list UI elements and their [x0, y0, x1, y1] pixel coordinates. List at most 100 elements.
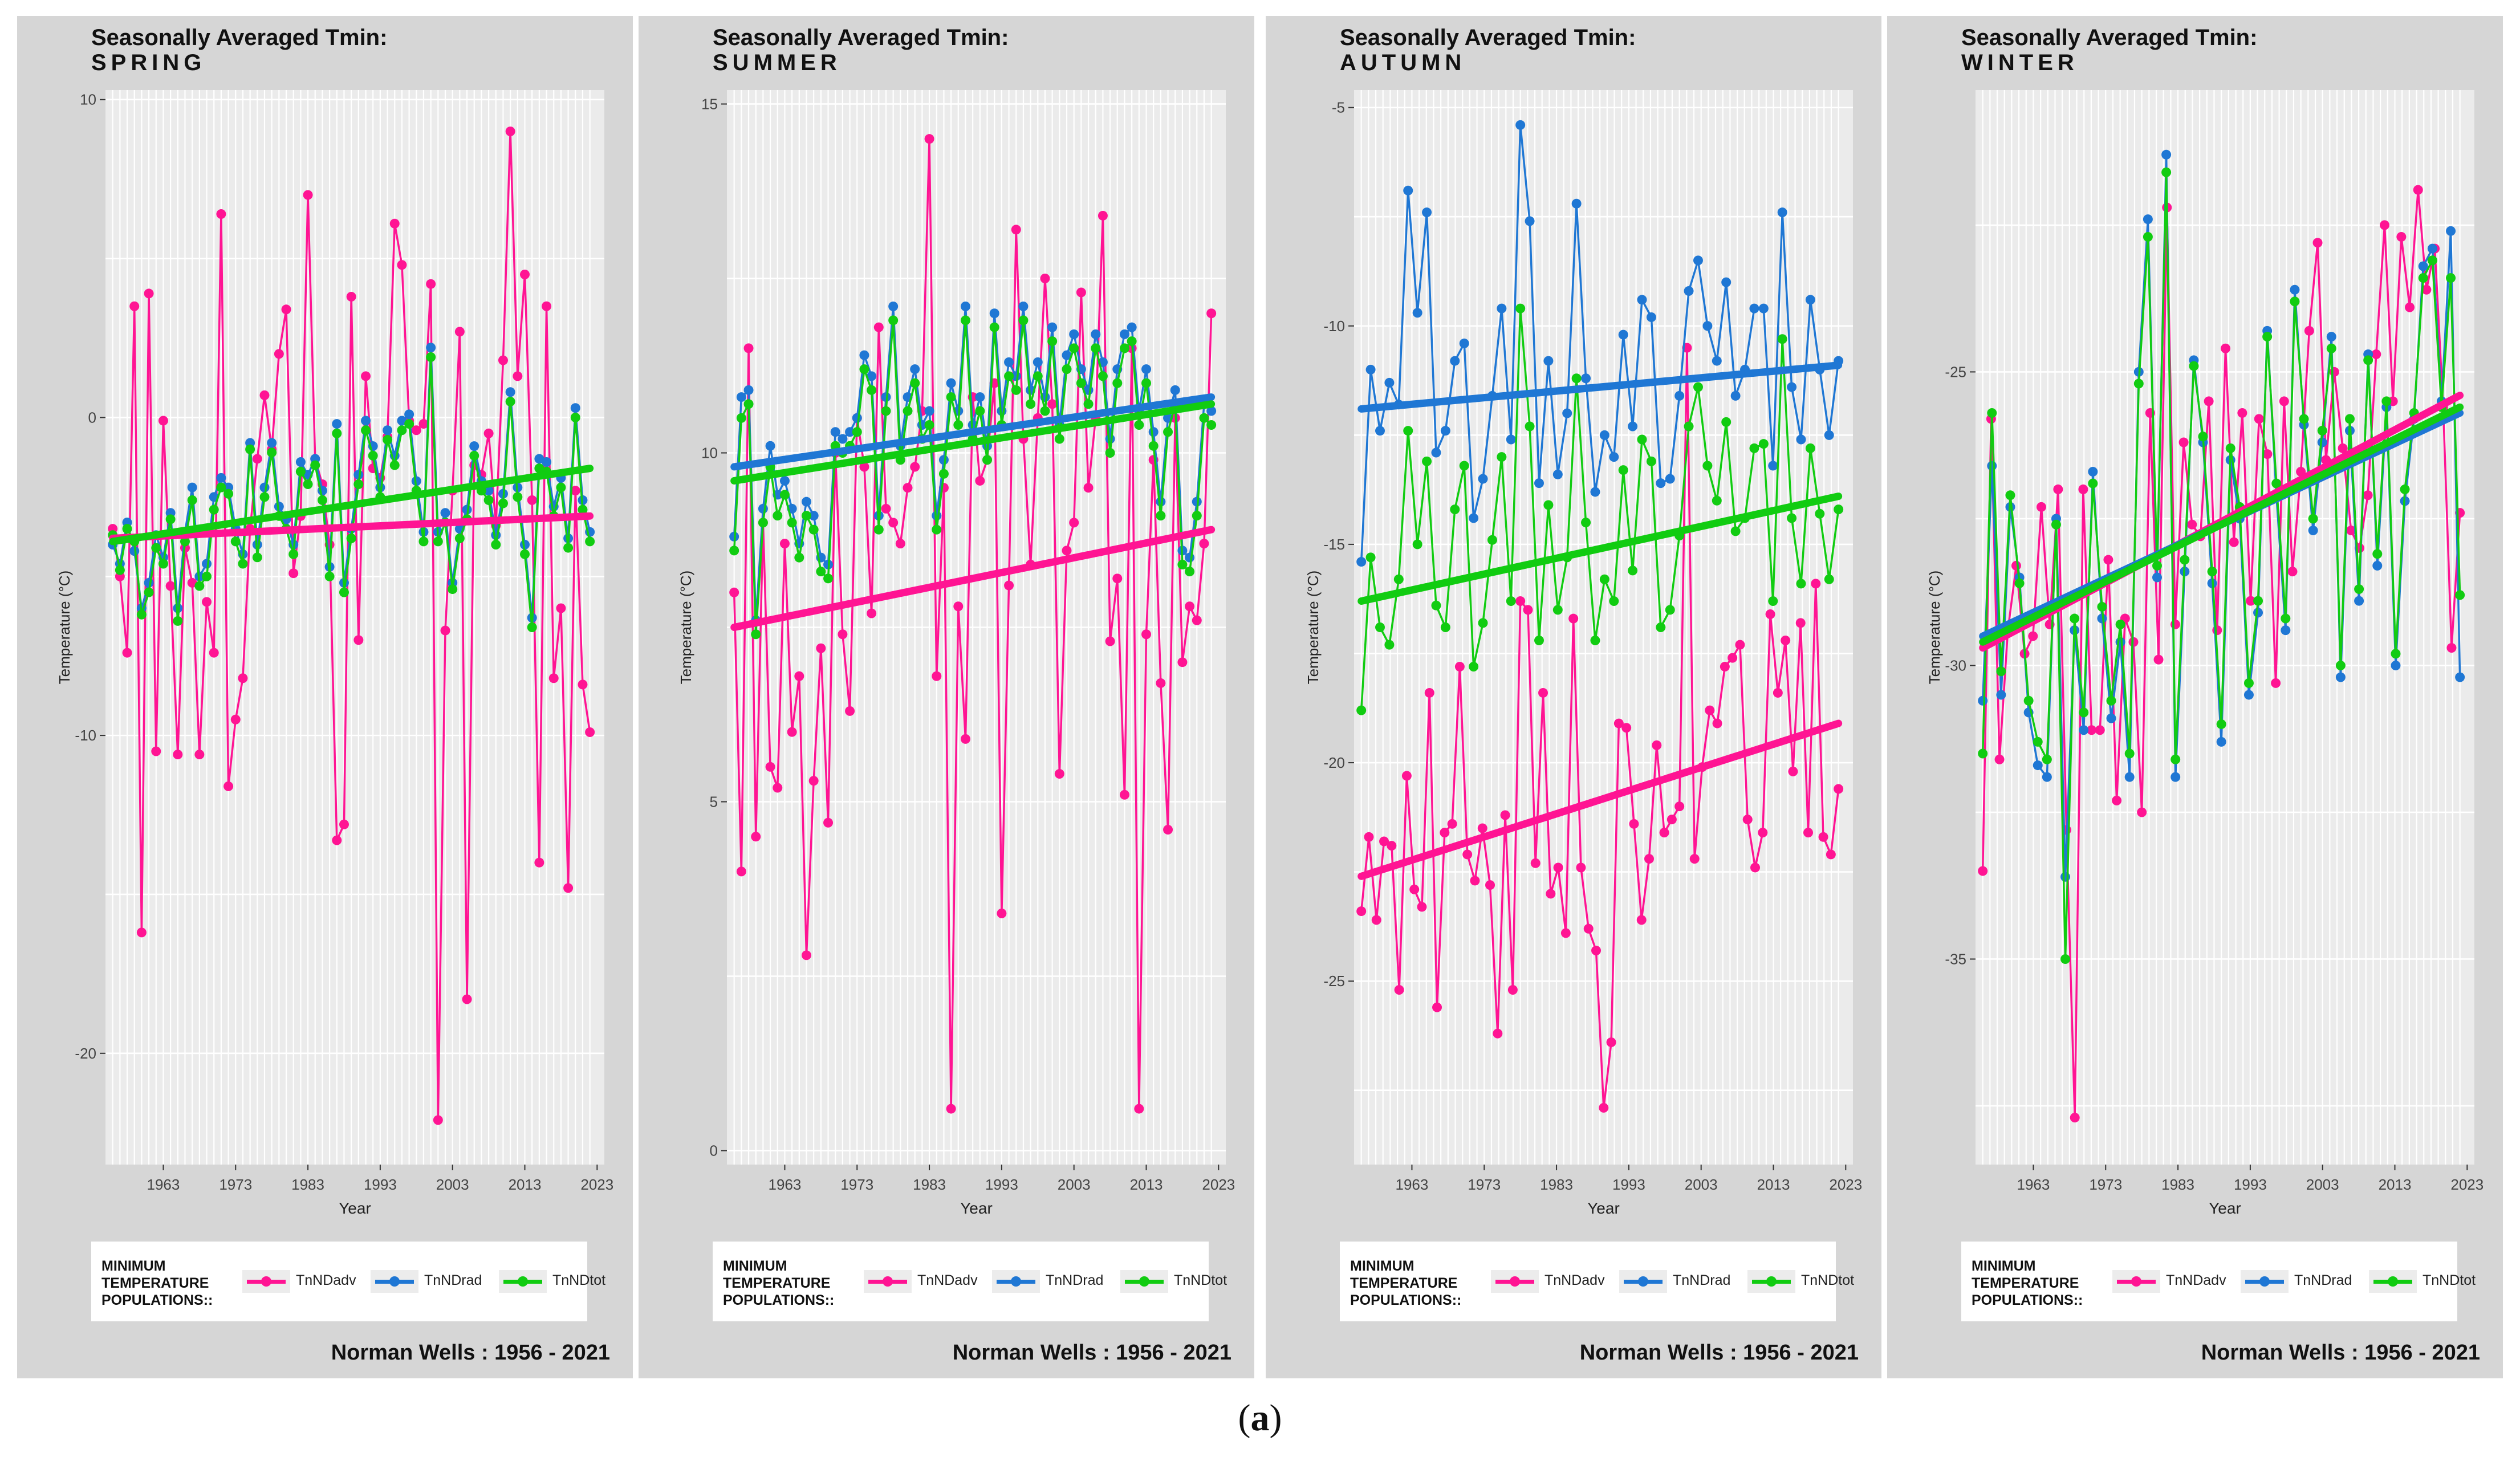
data-point	[1447, 819, 1457, 829]
data-point	[1054, 434, 1064, 444]
data-point	[1156, 511, 1166, 521]
data-point	[1667, 815, 1677, 825]
data-point	[2133, 379, 2144, 389]
data-point	[542, 301, 552, 311]
data-point	[1591, 946, 1602, 956]
data-point	[1040, 406, 1050, 416]
data-point	[873, 524, 884, 535]
gridlines	[1354, 90, 1853, 1165]
x-tick-label: 2003	[1058, 1176, 1091, 1193]
data-point	[2060, 872, 2071, 882]
data-point	[1076, 287, 1086, 298]
data-point	[2400, 484, 2410, 494]
data-point	[729, 587, 739, 597]
legend-title-line: POPULATIONS::	[101, 1292, 213, 1308]
data-point	[1192, 615, 1202, 625]
data-point	[1576, 862, 1586, 873]
data-point	[418, 536, 429, 547]
y-tick-label: 0	[710, 1142, 718, 1159]
legend-label: TnNDrad	[1046, 1272, 1104, 1288]
y-tick-label: 10	[80, 91, 96, 108]
data-point	[165, 581, 176, 591]
data-point	[1560, 928, 1571, 938]
data-point	[332, 835, 342, 845]
data-point	[1552, 605, 1563, 615]
x-axis-label: Year	[2209, 1199, 2241, 1217]
data-point	[2363, 355, 2373, 365]
data-point	[1787, 382, 1797, 392]
data-point	[1765, 609, 1775, 620]
data-point	[498, 355, 508, 365]
data-point	[852, 427, 862, 437]
series-TnNDtot	[108, 352, 595, 632]
data-point	[1206, 420, 1217, 430]
data-point	[1393, 574, 1404, 584]
data-point	[1684, 421, 1694, 432]
data-point	[1656, 622, 1666, 632]
data-point	[1978, 866, 1988, 876]
x-tick-label: 2013	[2379, 1176, 2412, 1193]
trend-line	[109, 512, 594, 542]
data-point	[383, 425, 393, 436]
data-point	[1450, 504, 1460, 515]
x-tick-label: 2013	[509, 1176, 542, 1193]
data-point	[2326, 332, 2336, 342]
data-point	[563, 543, 574, 553]
data-point	[1412, 539, 1422, 550]
data-point	[773, 783, 783, 793]
data-point	[281, 304, 291, 315]
data-point	[2106, 713, 2116, 723]
data-point	[2005, 490, 2015, 500]
data-point	[332, 419, 342, 429]
data-point	[1375, 622, 1385, 632]
data-point	[462, 994, 472, 1004]
y-axis-label: Temperature (°C)	[1304, 571, 1322, 685]
data-point	[1534, 635, 1544, 645]
data-point	[881, 503, 891, 514]
data-point	[1599, 574, 1609, 584]
data-point	[779, 475, 790, 486]
legend-label: TnNDtot	[1801, 1272, 1855, 1288]
data-point	[1628, 421, 1638, 432]
data-point	[1069, 329, 1079, 339]
data-point	[1665, 605, 1675, 615]
data-point	[520, 549, 530, 559]
data-point	[440, 508, 450, 518]
data-point	[1206, 308, 1217, 319]
station-footer: Norman Wells : 1956 - 2021	[952, 1341, 1231, 1365]
legend-label: TnNDrad	[424, 1272, 482, 1288]
chart-title: Seasonally Averaged Tmin:	[713, 25, 1009, 50]
data-point	[1011, 225, 1021, 235]
data-point	[1644, 854, 1655, 864]
data-point	[1004, 580, 1014, 591]
data-point	[1163, 427, 1173, 437]
data-point	[1356, 557, 1367, 567]
data-point	[2171, 754, 2181, 764]
data-point	[534, 463, 544, 474]
data-point	[527, 622, 537, 632]
caption-letter: a	[1250, 1397, 1270, 1439]
legend-key	[1491, 1270, 1539, 1293]
data-point	[194, 581, 205, 591]
data-point	[743, 385, 754, 395]
data-point	[570, 403, 580, 413]
data-point	[1720, 661, 1730, 671]
data-point	[830, 427, 840, 437]
data-point	[1546, 889, 1556, 899]
data-point	[2152, 560, 2162, 571]
data-point	[903, 483, 913, 493]
trend-line	[1357, 719, 1843, 880]
y-tick-label: -30	[1945, 657, 1966, 674]
data-point	[2153, 654, 2164, 665]
data-point	[989, 322, 999, 332]
data-point	[1011, 385, 1021, 395]
data-point	[2088, 478, 2098, 489]
legend-title-line: TEMPERATURE	[723, 1275, 831, 1291]
data-point	[1811, 579, 1821, 589]
legend-key	[499, 1270, 547, 1293]
x-axis-label: Year	[339, 1199, 371, 1217]
data-point	[1543, 356, 1554, 366]
data-point	[2335, 660, 2346, 670]
legend-key	[1120, 1270, 1168, 1293]
data-point	[433, 536, 443, 547]
